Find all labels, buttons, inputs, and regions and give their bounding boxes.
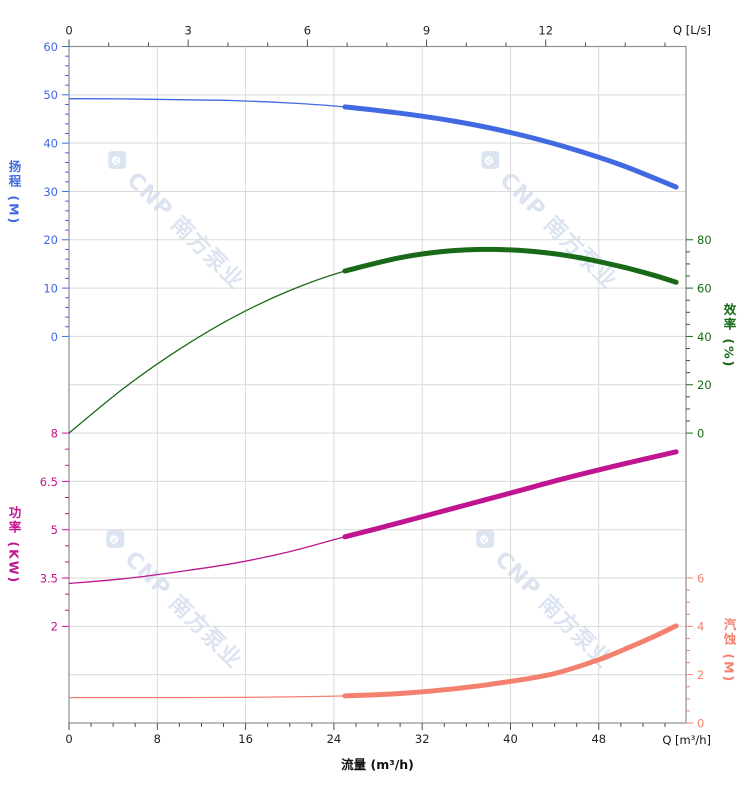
npsh-axis-title: 汽蚀 (M) [721, 618, 737, 684]
svg-text:16: 16 [238, 732, 253, 746]
svg-text:2: 2 [697, 668, 704, 682]
svg-text:40: 40 [43, 137, 58, 151]
cnp-logo-icon: e [480, 150, 500, 170]
svg-text:3: 3 [185, 24, 192, 38]
svg-text:0: 0 [697, 426, 704, 440]
svg-text:0: 0 [65, 732, 72, 746]
bottom-axis-ticks: 0 8 16 24 32 40 48 [65, 723, 666, 746]
efficiency-axis-title: 效率 (%) [721, 303, 737, 369]
flow-axis-title: 流量 (m³/h) [341, 757, 414, 772]
svg-text:32: 32 [415, 732, 430, 746]
grid-lines [69, 46, 686, 723]
watermark: e CNP 南方泵业 [463, 517, 620, 674]
curve-npsh [68, 623, 679, 699]
svg-text:12: 12 [538, 24, 553, 38]
efficiency-axis-ticks: 80 60 40 20 0 [686, 233, 712, 440]
svg-text:6.5: 6.5 [40, 475, 58, 489]
curve-head [68, 98, 679, 190]
svg-text:6: 6 [697, 571, 704, 585]
power-axis-title: 功率 (KW) [6, 506, 22, 585]
svg-text:9: 9 [423, 24, 430, 38]
svg-text:48: 48 [591, 732, 606, 746]
cnp-logo-icon: e [475, 529, 495, 549]
svg-text:3.5: 3.5 [40, 571, 58, 585]
svg-text:60: 60 [43, 40, 58, 54]
svg-text:2: 2 [51, 620, 58, 634]
svg-text:20: 20 [43, 233, 58, 247]
svg-text:80: 80 [697, 233, 712, 247]
svg-text:0: 0 [65, 24, 72, 38]
watermark: e CNP 南方泵业 [95, 138, 252, 295]
cnp-logo-icon: e [107, 150, 127, 170]
svg-text:4: 4 [697, 620, 704, 634]
curve-power [68, 449, 679, 585]
svg-text:40: 40 [503, 732, 518, 746]
svg-text:30: 30 [43, 185, 58, 199]
svg-text:6: 6 [304, 24, 311, 38]
watermark: e CNP 南方泵业 [93, 517, 250, 674]
svg-text:8: 8 [154, 732, 161, 746]
svg-text:20: 20 [697, 378, 712, 392]
head-axis-title: 扬程 (M) [6, 160, 22, 226]
power-axis-ticks: 8 6.5 5 3.5 2 [40, 426, 69, 634]
cnp-logo-icon: e [105, 529, 125, 549]
svg-text:0: 0 [697, 716, 704, 730]
svg-text:10: 10 [43, 281, 58, 295]
top-axis-ticks: 0 3 6 9 12 [65, 24, 666, 47]
curve-efficiency [68, 246, 679, 434]
watermark: e CNP 南方泵业 [468, 138, 625, 295]
head-axis-ticks: 60 50 40 30 20 10 0 [43, 40, 69, 344]
svg-text:40: 40 [697, 330, 712, 344]
svg-text:60: 60 [697, 281, 712, 295]
bottom-axis-unit-label: Q [m³/h] [662, 733, 711, 747]
svg-text:24: 24 [327, 732, 342, 746]
svg-text:8: 8 [51, 426, 58, 440]
npsh-axis-ticks: 6 4 2 0 [686, 571, 704, 730]
svg-text:0: 0 [51, 330, 58, 344]
svg-text:50: 50 [43, 88, 58, 102]
top-axis-unit-label: Q [L/s] [673, 23, 711, 37]
svg-text:5: 5 [51, 523, 58, 537]
